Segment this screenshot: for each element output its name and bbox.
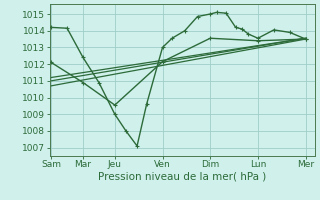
- X-axis label: Pression niveau de la mer( hPa ): Pression niveau de la mer( hPa ): [98, 172, 267, 182]
